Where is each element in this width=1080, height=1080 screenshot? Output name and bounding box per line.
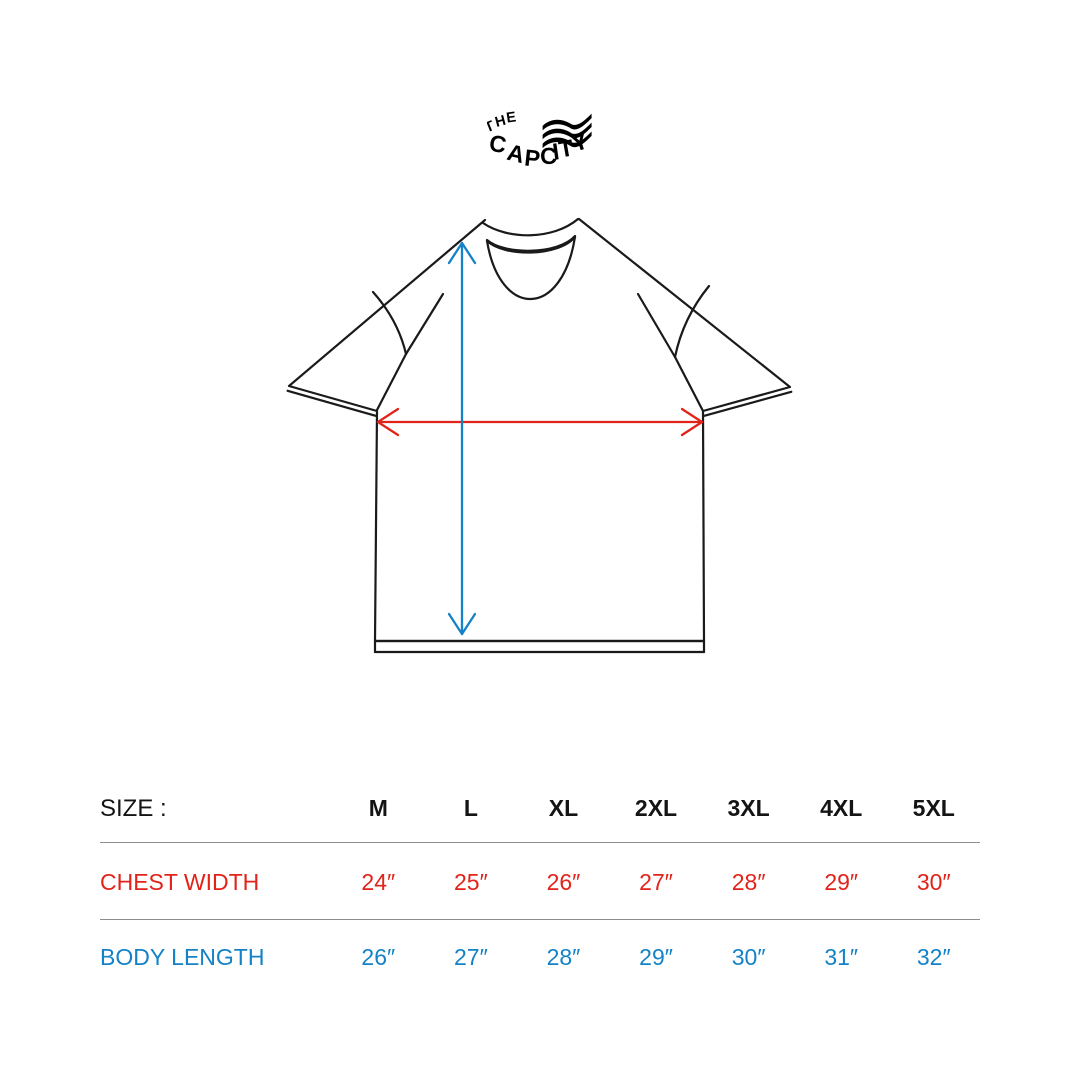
svg-text:H: H xyxy=(493,112,507,130)
svg-text:E: E xyxy=(505,109,517,126)
svg-text:P: P xyxy=(523,144,541,171)
